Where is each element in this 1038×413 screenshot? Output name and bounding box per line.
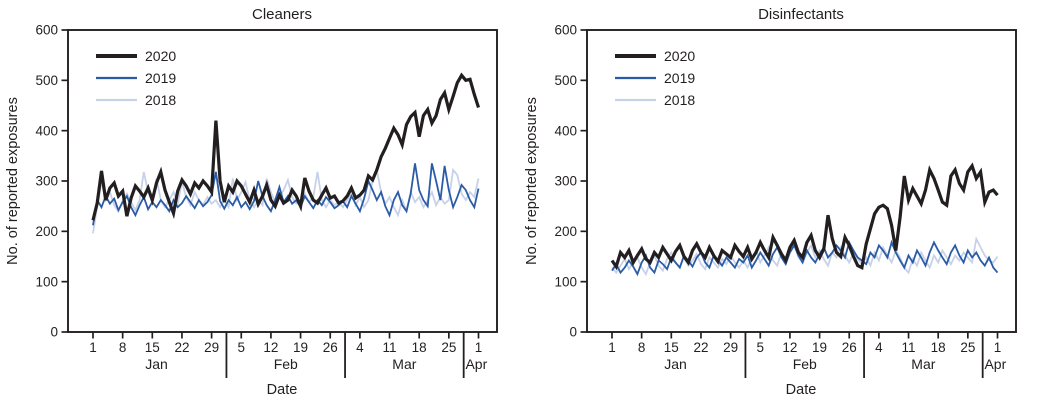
month-label: Feb — [274, 356, 298, 372]
x-tick-label: 15 — [664, 340, 679, 355]
x-axis-label: Date — [267, 382, 298, 398]
month-label: Apr — [465, 356, 487, 372]
cleaners-chart: Cleaners No. of reported exposures Date … — [5, 6, 498, 398]
month-label: Mar — [911, 356, 935, 372]
month-label: Jan — [145, 356, 168, 372]
y-axis-label: No. of reported exposures — [5, 97, 21, 265]
x-tick-label: 29 — [204, 340, 219, 355]
month-label: Feb — [793, 356, 817, 372]
x-tick-label: 12 — [263, 340, 278, 355]
x-tick-label: 22 — [693, 340, 708, 355]
series-line-2019 — [611, 239, 999, 277]
disinfectants-chart: Disinfectants No. of reported exposures … — [524, 6, 1017, 398]
plot-frame — [67, 29, 498, 333]
series-line-2019 — [92, 163, 480, 226]
x-tick-label: 11 — [383, 340, 397, 355]
x-tick-label: 5 — [238, 340, 246, 355]
y-axis-label: No. of reported exposures — [524, 97, 540, 265]
x-tick-label: 8 — [638, 340, 646, 355]
x-tick-label: 25 — [441, 340, 456, 355]
chart-panel-cleaners: Cleaners No. of reported exposures Date … — [5, 6, 498, 398]
x-tick-label: 4 — [875, 340, 883, 355]
x-tick-label: 22 — [174, 340, 189, 355]
y-tick-label: 600 — [35, 23, 58, 38]
legend-label-2018: 2018 — [664, 92, 695, 108]
legend-label-2020: 2020 — [664, 48, 695, 64]
month-label: Jan — [664, 356, 687, 372]
x-tick-label: 26 — [323, 340, 338, 355]
y-tick-label: 400 — [35, 123, 58, 138]
y-tick-label: 300 — [35, 174, 58, 189]
y-tick-label: 100 — [554, 274, 577, 289]
x-tick-label: 5 — [757, 340, 765, 355]
legend-label-2019: 2019 — [145, 70, 176, 86]
x-axis-label: Date — [786, 382, 817, 398]
chart-panel-disinfectants: Disinfectants No. of reported exposures … — [519, 0, 1038, 413]
x-tick-label: 1 — [608, 340, 616, 355]
series-line-2020 — [610, 162, 999, 271]
y-tick-label: 500 — [554, 73, 577, 88]
y-tick-label: 500 — [35, 73, 58, 88]
x-tick-label: 1 — [89, 340, 97, 355]
y-tick-label: 600 — [554, 23, 577, 38]
x-tick-label: 19 — [293, 340, 308, 355]
x-tick-label: 19 — [812, 340, 827, 355]
x-tick-label: 4 — [356, 340, 364, 355]
y-tick-label: 200 — [554, 224, 577, 239]
y-tick-label: 0 — [50, 325, 58, 340]
y-tick-label: 0 — [569, 325, 577, 340]
x-tick-label: 29 — [723, 340, 738, 355]
x-tick-label: 12 — [782, 340, 797, 355]
series-line-2020 — [91, 72, 481, 221]
x-tick-label: 18 — [412, 340, 427, 355]
x-tick-label: 26 — [842, 340, 857, 355]
x-tick-label: 11 — [902, 340, 916, 355]
legend-label-2018: 2018 — [145, 92, 176, 108]
legend-label-2019: 2019 — [664, 70, 695, 86]
x-tick-label: 8 — [119, 340, 127, 355]
chart-title-cleaners: Cleaners — [252, 6, 312, 23]
x-tick-label: 18 — [931, 340, 946, 355]
legend-label-2020: 2020 — [145, 48, 176, 64]
y-tick-label: 300 — [554, 174, 577, 189]
y-tick-label: 200 — [35, 224, 58, 239]
x-tick-label: 1 — [994, 340, 1002, 355]
y-tick-label: 400 — [554, 123, 577, 138]
month-label: Apr — [984, 356, 1006, 372]
month-label: Mar — [392, 356, 416, 372]
x-tick-label: 1 — [475, 340, 483, 355]
y-tick-label: 100 — [35, 274, 58, 289]
x-tick-label: 25 — [960, 340, 975, 355]
x-tick-label: 15 — [145, 340, 160, 355]
chart-title-disinfectants: Disinfectants — [758, 6, 844, 23]
